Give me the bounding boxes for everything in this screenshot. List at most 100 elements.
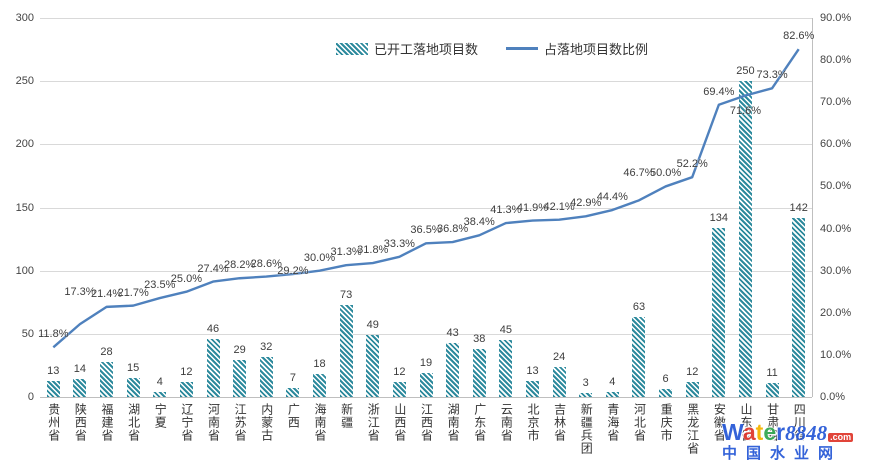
x-axis-label: 山西省: [392, 403, 407, 442]
x-axis-label: 安徽省: [712, 403, 727, 442]
x-axis-label: 四川省: [792, 403, 807, 442]
bar: [339, 304, 353, 397]
line-point-percent-label: 69.4%: [703, 85, 735, 98]
line-point-percent-label: 71.6%: [729, 105, 762, 118]
line-point-percent-label: 17.3%: [64, 286, 96, 299]
x-axis-label: 吉林省: [552, 403, 567, 442]
legend-item-line: 占落地项目数比例: [506, 39, 648, 58]
line-point-percent-label: 28.6%: [250, 257, 282, 270]
line-point-percent-label: 21.7%: [117, 286, 149, 299]
line-point-percent-label: 41.9%: [516, 201, 549, 214]
bar-value-label: 28: [100, 345, 113, 358]
x-axis-label: 青海省: [605, 403, 620, 442]
bar-value-label: 13: [526, 364, 539, 377]
bar: [552, 366, 566, 397]
left-axis-tick-label: 200: [15, 138, 34, 151]
x-axis-line: [40, 397, 812, 398]
bar-value-label: 46: [206, 322, 220, 335]
left-axis-tick-label: 0: [27, 391, 34, 403]
bar: [765, 383, 779, 397]
line-point-percent-label: 42.1%: [543, 200, 575, 213]
line-point-percent-label: 21.4%: [90, 287, 123, 300]
bar-value-label: 12: [686, 365, 699, 378]
left-axis-tick-label: 100: [15, 264, 34, 277]
bar: [259, 356, 273, 397]
right-axis-tick-label: 0.0%: [820, 391, 846, 403]
legend-line-label: 占落地项目数比例: [544, 42, 649, 57]
gridline: [40, 270, 812, 272]
right-axis-tick-label: 70.0%: [820, 96, 852, 109]
bar-value-label: 43: [446, 326, 459, 339]
x-axis-label: 江西省: [419, 403, 434, 442]
right-axis-tick-label: 20.0%: [820, 306, 852, 319]
x-axis-label: 新疆兵团: [579, 403, 594, 455]
gridline: [40, 333, 812, 335]
right-axis-tick-label: 80.0%: [820, 54, 852, 67]
gridline: [40, 207, 812, 209]
bar-value-label: 4: [609, 375, 616, 388]
bar-value-label: 11: [766, 367, 778, 380]
line-point-percent-label: 42.9%: [570, 197, 602, 210]
legend: 已开工落地项目数 占落地项目数比例: [336, 39, 648, 58]
left-axis-tick-label: 250: [15, 75, 34, 88]
x-axis-label: 江苏省: [233, 403, 248, 442]
line-point-percent-label: 27.4%: [197, 262, 229, 275]
bar-value-label: 4: [156, 375, 163, 388]
bar-value-label: 3: [582, 377, 589, 390]
x-axis-label: 陕西省: [73, 403, 88, 442]
bar-value-label: 63: [632, 301, 646, 314]
bar-value-label: 18: [313, 358, 326, 371]
gridline: [40, 81, 812, 83]
line-point-percent-label: 38.4%: [463, 216, 495, 229]
right-axis-tick-label: 50.0%: [820, 180, 852, 193]
x-axis-label: 海南省: [313, 403, 328, 442]
x-axis-label: 内蒙古: [259, 403, 274, 442]
bar: [685, 381, 699, 397]
line-point-percent-label: 36.8%: [437, 223, 469, 236]
legend-bars-label: 已开工落地项目数: [374, 42, 479, 57]
right-axis-line: [812, 18, 813, 397]
x-axis-label: 新疆: [339, 403, 354, 429]
line-point-percent-label: 11.8%: [38, 328, 69, 341]
bar-value-label: 45: [499, 324, 512, 337]
x-axis-label: 河南省: [206, 403, 221, 442]
bar: [73, 379, 87, 397]
bar-value-label: 24: [552, 350, 566, 363]
x-axis-label: 北京市: [525, 403, 540, 442]
x-axis-label: 广西: [286, 403, 301, 429]
x-axis-label: 辽宁省: [179, 403, 194, 442]
line-point-percent-label: 23.5%: [144, 279, 176, 292]
bar-value-label: 13: [47, 364, 60, 377]
bar: [472, 348, 486, 397]
bar-value-label: 49: [366, 319, 379, 332]
gridline: [40, 18, 812, 19]
hatched-bar-swatch-icon: [336, 42, 368, 55]
right-axis-tick-label: 40.0%: [820, 222, 852, 235]
x-axis-label: 宁夏: [153, 403, 168, 429]
bar: [525, 380, 539, 397]
line-point-percent-label: 73.3%: [756, 69, 788, 82]
left-axis-tick-label: 150: [15, 201, 34, 214]
bar-value-label: 142: [789, 201, 808, 214]
bar-value-label: 14: [73, 363, 87, 376]
x-axis-label: 云南省: [499, 403, 514, 442]
x-axis-label: 重庆市: [659, 403, 674, 442]
line-point-percent-label: 50.0%: [649, 167, 682, 180]
bar-value-label: 32: [260, 340, 273, 353]
bar: [126, 378, 140, 397]
line-swatch-icon: [506, 47, 539, 50]
bar: [206, 338, 220, 397]
x-axis-label: 黑龙江省: [685, 403, 700, 455]
x-axis-label: 贵州省: [46, 403, 61, 442]
bar-value-label: 73: [340, 288, 353, 301]
x-axis-label: 河北省: [632, 403, 647, 442]
line-point-percent-label: 82.6%: [783, 30, 815, 43]
x-axis-label: 浙江省: [366, 403, 381, 442]
line-point-percent-label: 30.0%: [303, 251, 336, 264]
line-point-percent-label: 31.8%: [357, 244, 389, 257]
legend-item-bars: 已开工落地项目数: [336, 39, 478, 58]
left-axis-tick-label: 300: [15, 12, 34, 24]
right-axis-tick-label: 60.0%: [820, 138, 852, 151]
line-point-percent-label: 31.3%: [330, 246, 362, 259]
bar: [605, 391, 619, 397]
